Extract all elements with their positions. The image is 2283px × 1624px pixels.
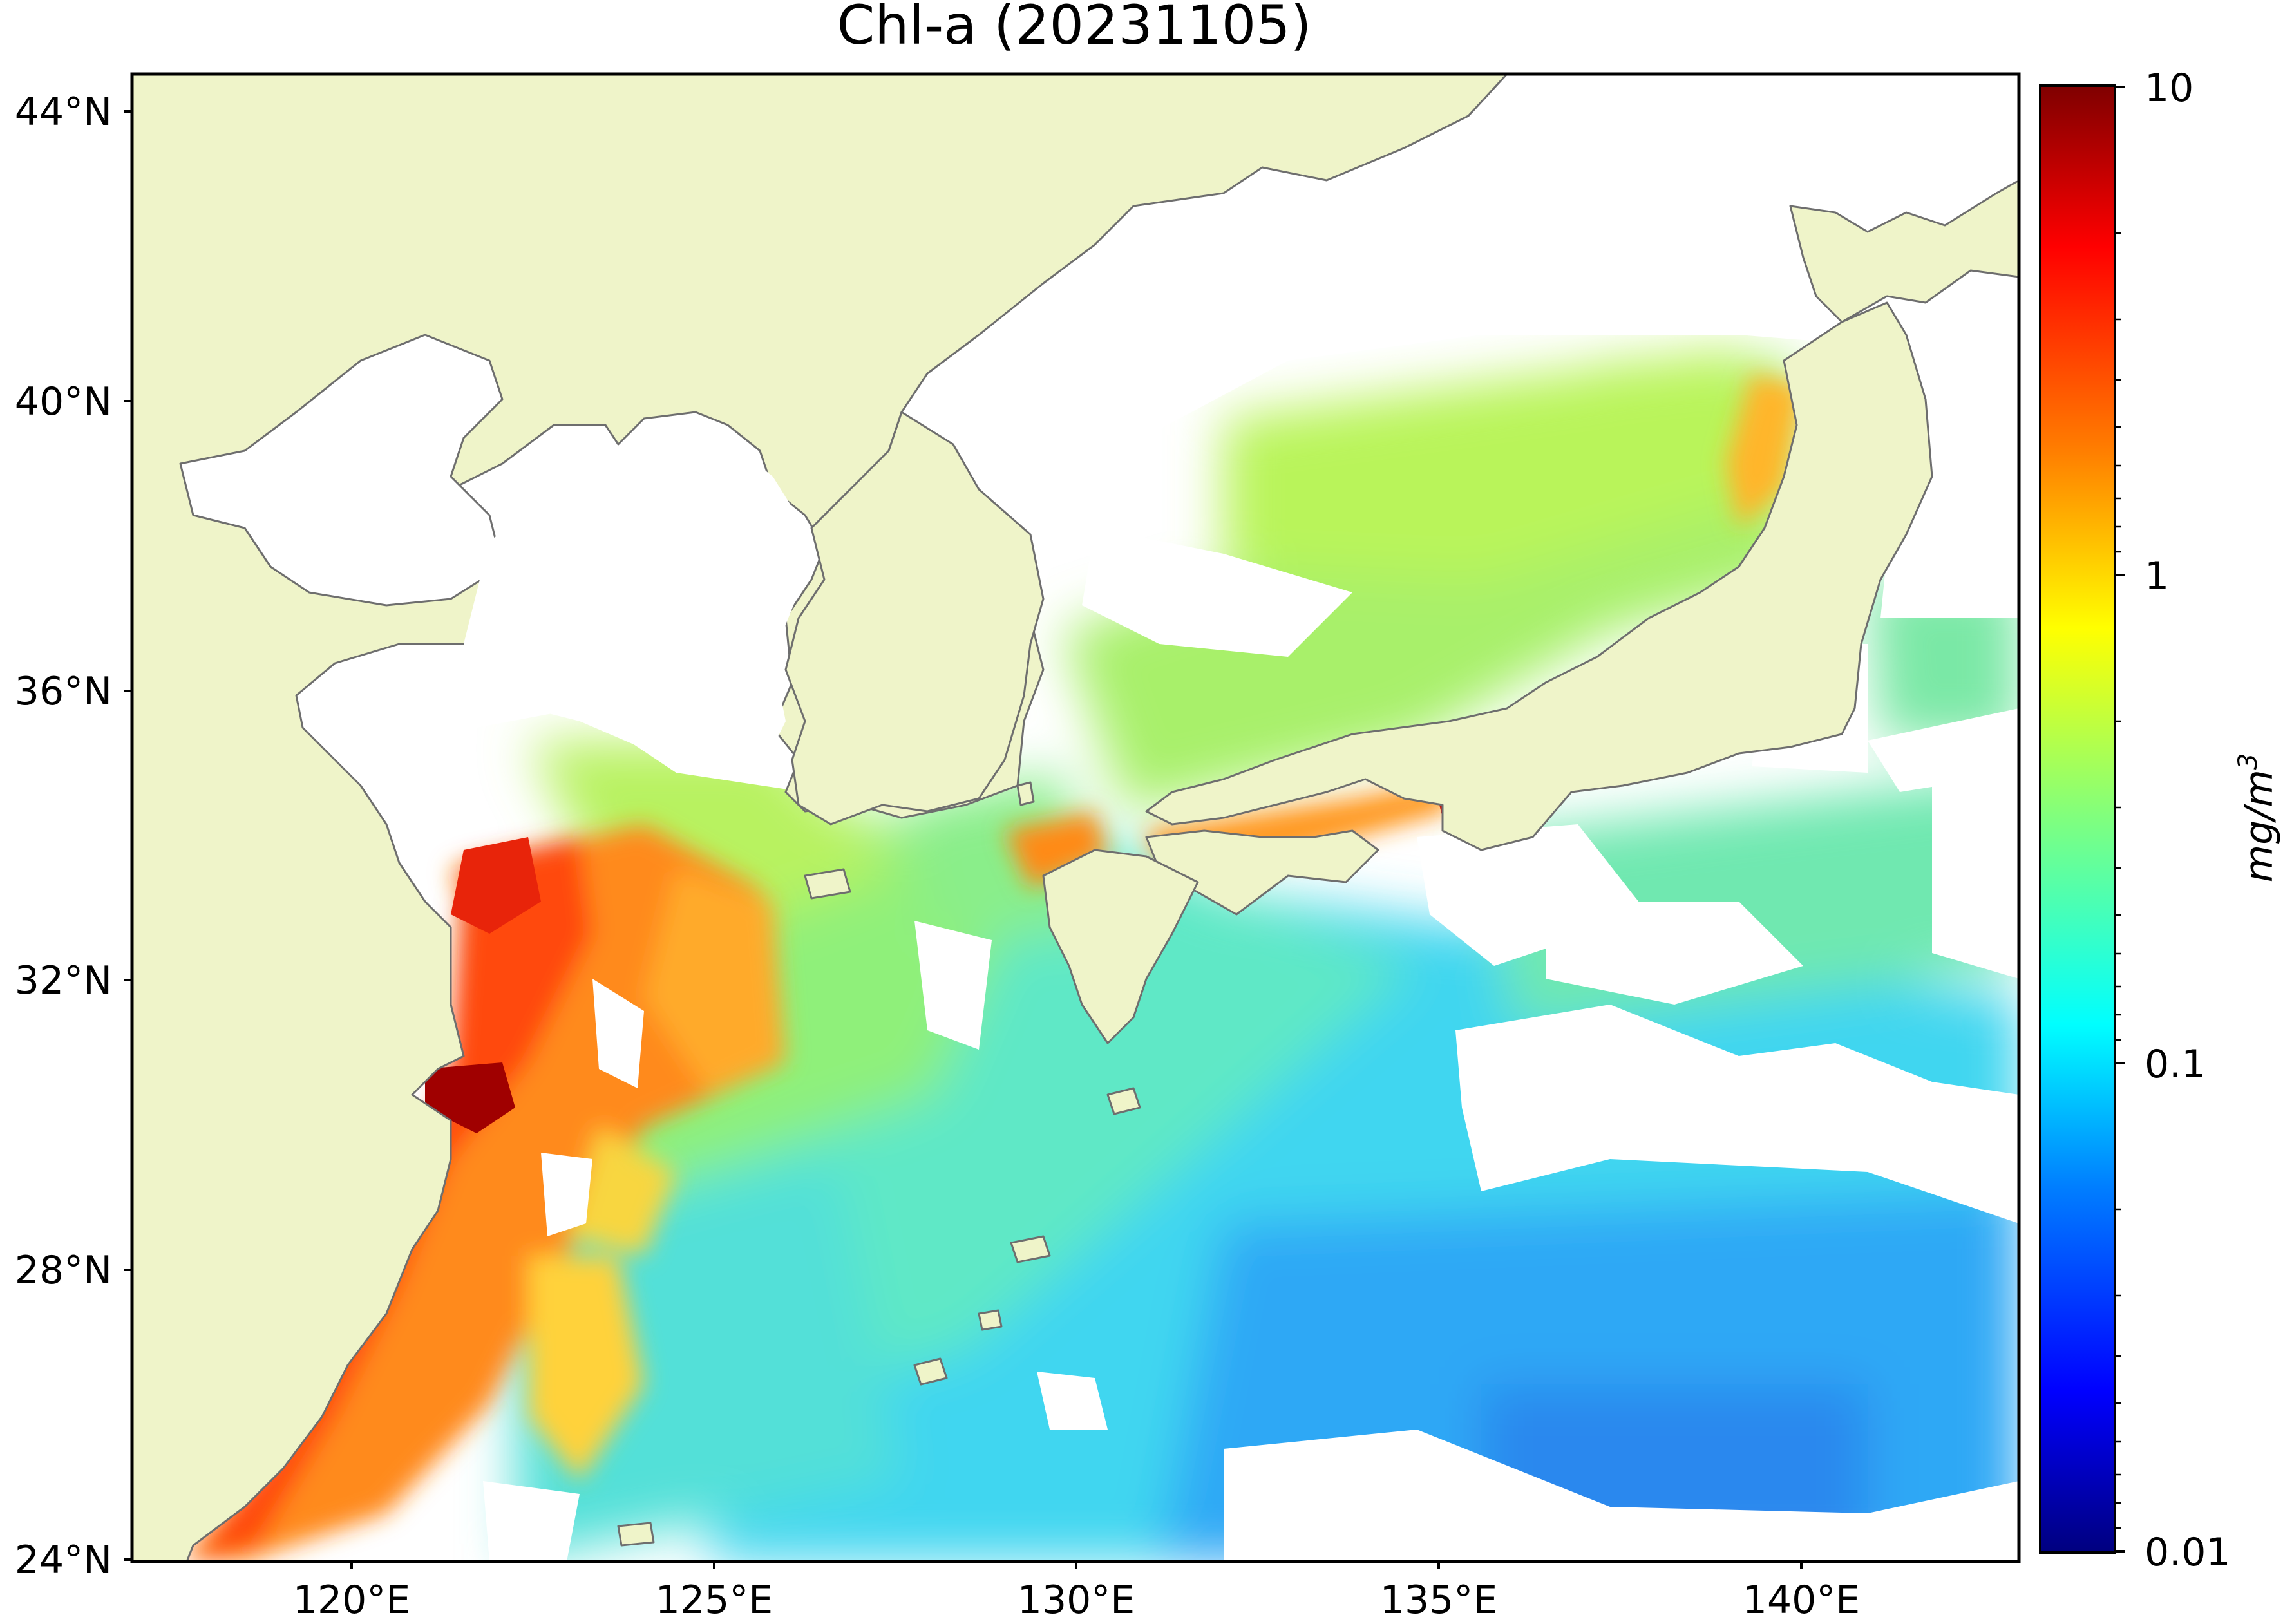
colorbar-units-label: mg/m3 — [2233, 753, 2282, 883]
tsushima-islands — [1016, 781, 1035, 806]
yellow-sea-gap — [464, 425, 805, 773]
lon-tick-label: 130°E — [1018, 1578, 1135, 1623]
lat-tick-label: 32°N — [15, 958, 112, 1003]
colorbar-tick-label: 10 — [2145, 66, 2193, 111]
lat-tick-label: 40°N — [15, 379, 112, 424]
kyushu — [1042, 849, 1199, 1044]
longitude-axis: 120°E 125°E 130°E 135°E 140°E — [293, 1562, 1860, 1623]
lat-tick-label: 24°N — [15, 1538, 112, 1583]
korean-peninsula — [784, 411, 1045, 826]
lat-tick-label: 28°N — [15, 1248, 112, 1293]
lon-tick-label: 125°E — [656, 1578, 773, 1623]
map-panel — [132, 74, 2019, 1562]
chart-title: Chl-a (20231105) — [837, 0, 1312, 57]
colorbar: 10 1 0.1 0.01 mg/m3 — [2039, 66, 2282, 1575]
colorbar-tick-label: 1 — [2145, 554, 2169, 599]
honshu — [1145, 301, 1933, 851]
ryukyu-islands — [617, 868, 1141, 1547]
land-masses — [132, 74, 2019, 1562]
colorbar-gradient — [2039, 84, 2116, 1554]
yangtze-estuary-hotspot — [425, 1062, 515, 1133]
lon-tick-label: 140°E — [1743, 1578, 1860, 1623]
lat-tick-label: 36°N — [15, 669, 112, 714]
lon-tick-label: 135°E — [1380, 1578, 1497, 1623]
lat-tick-label: 44°N — [15, 90, 112, 135]
latitude-axis: 44°N 40°N 36°N 32°N 28°N 24°N — [15, 90, 132, 1583]
lon-tick-label: 120°E — [293, 1578, 410, 1623]
bohai-sea — [179, 334, 504, 607]
hokkaido — [1789, 179, 2019, 323]
north-pacific-gap — [1906, 77, 2019, 193]
colorbar-tick-label: 0.01 — [2145, 1530, 2231, 1575]
colorbar-tick-label: 0.1 — [2145, 1042, 2206, 1087]
